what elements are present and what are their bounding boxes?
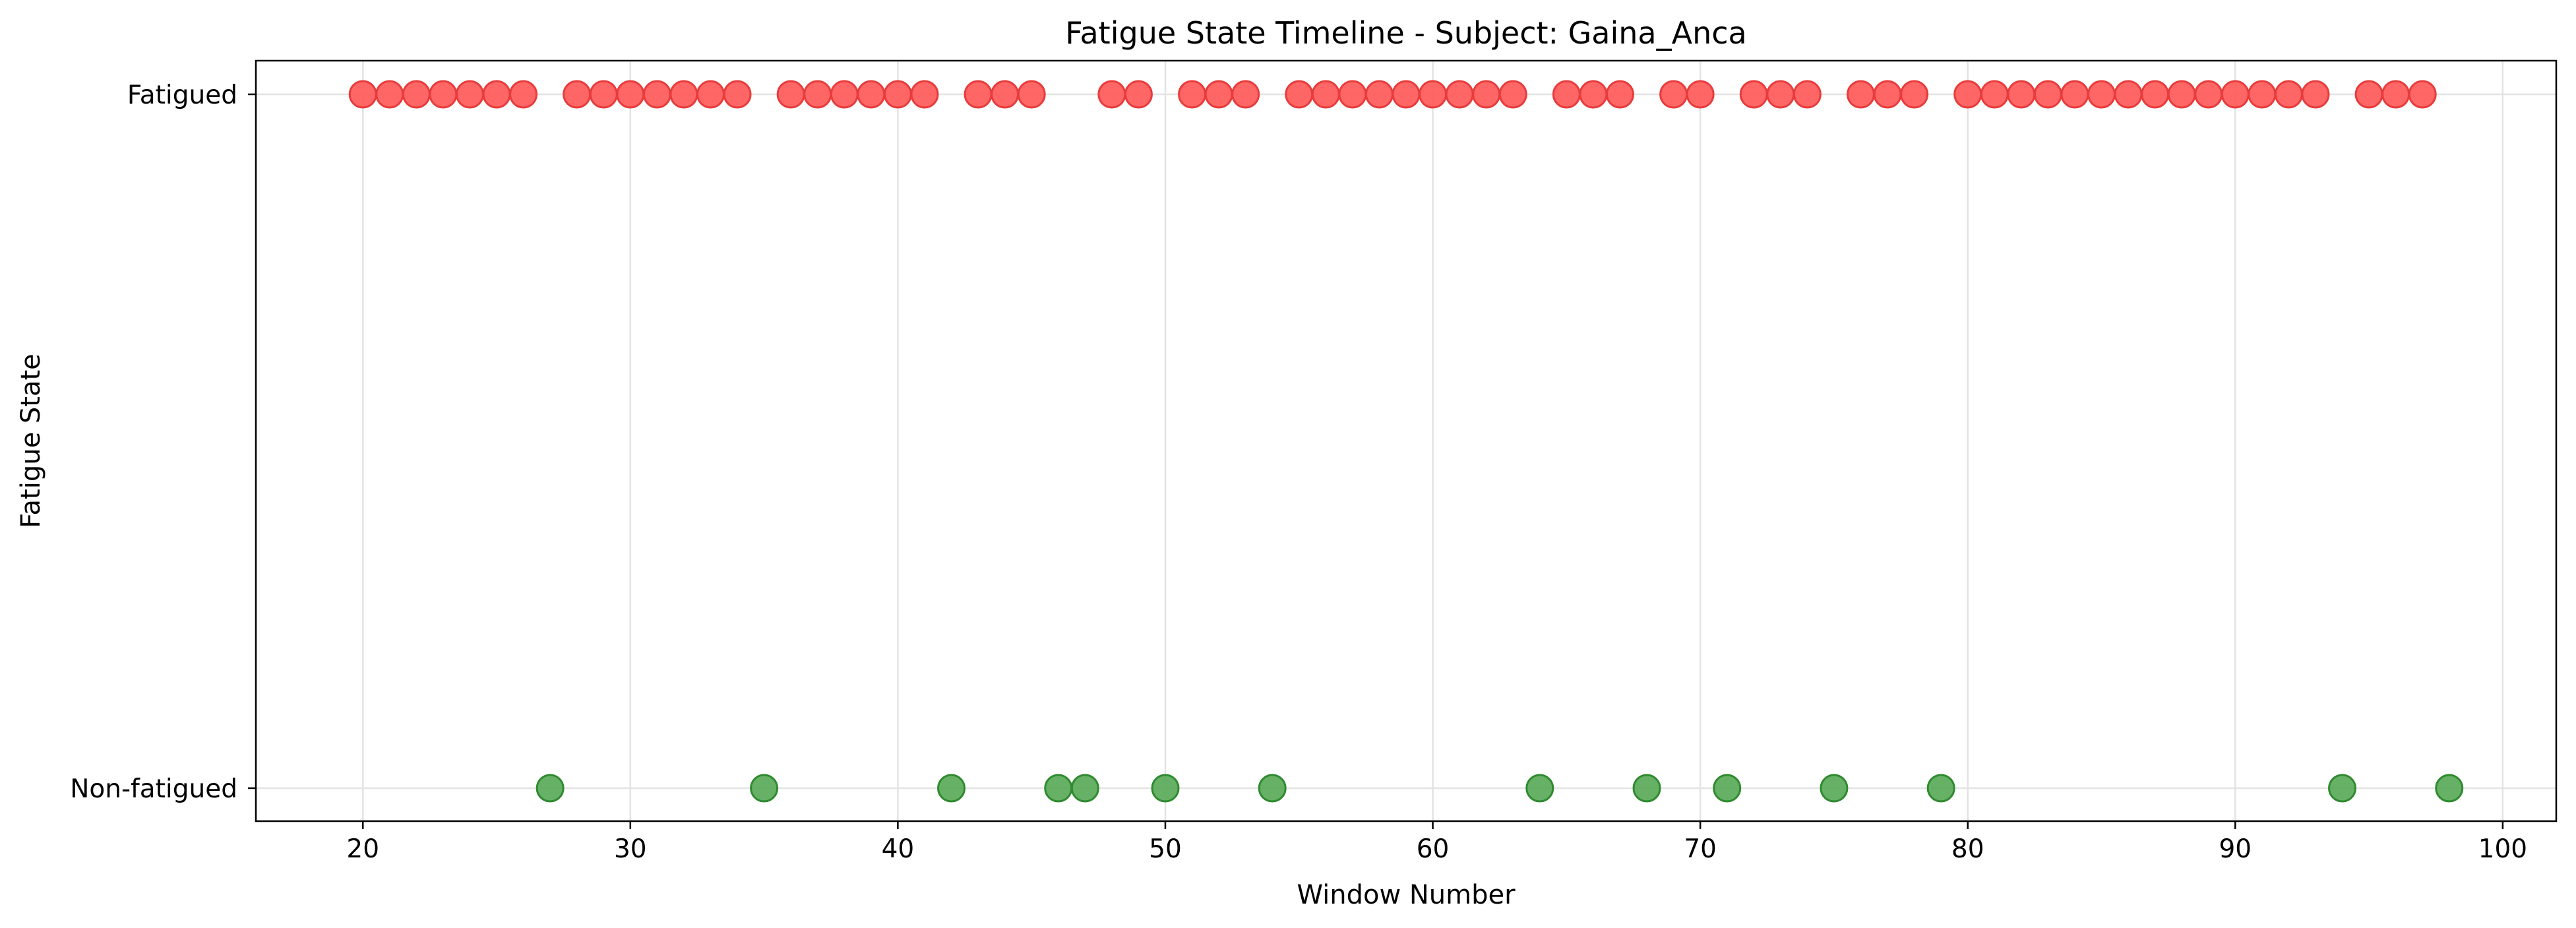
x-tick-label: 80 <box>1951 834 1984 864</box>
fatigued-point <box>1285 80 1314 109</box>
non-fatigued-point <box>1820 774 1849 803</box>
fatigued-point <box>1953 80 1982 109</box>
fatigued-point <box>2248 80 2277 109</box>
fatigued-point <box>1178 80 1207 109</box>
non-fatigued-point <box>1044 774 1073 803</box>
non-fatigued-point <box>536 774 565 803</box>
fatigued-point <box>1980 80 2009 109</box>
fatigued-point <box>509 80 538 109</box>
non-fatigued-point <box>1713 774 1742 803</box>
fatigued-point <box>2301 80 2330 109</box>
fatigued-point <box>1097 80 1126 109</box>
fatigued-point <box>2114 80 2143 109</box>
x-axis-label: Window Number <box>1297 880 1516 910</box>
fatigued-point <box>1392 80 1421 109</box>
fatigued-point <box>2141 80 2170 109</box>
fatigued-point <box>1311 80 1340 109</box>
x-axis-ticks: 20 30 40 50 60 70 80 90 100 <box>346 821 2527 864</box>
y-tick-label: Fatigued <box>127 80 237 110</box>
fatigued-point <box>642 80 671 109</box>
data-points <box>348 80 2464 803</box>
fatigued-point <box>2408 80 2437 109</box>
fatigued-point <box>563 80 592 109</box>
x-tick-label: 70 <box>1684 834 1717 864</box>
fatigued-point <box>1605 80 1634 109</box>
non-fatigued-point <box>1632 774 1661 803</box>
fatigued-point <box>1900 80 1929 109</box>
fatigued-point <box>803 80 832 109</box>
y-axis-ticks: Non-fatigued Fatigued <box>70 80 256 804</box>
fatigued-point <box>2354 80 2383 109</box>
fatigued-point <box>1365 80 1394 109</box>
fatigued-point <box>429 80 458 109</box>
fatigued-point <box>1472 80 1501 109</box>
fatigued-point <box>2167 80 2196 109</box>
non-fatigued-point <box>1926 774 1955 803</box>
fatigued-point <box>1419 80 1448 109</box>
fatigued-point <box>1498 80 1527 109</box>
fatigued-point <box>1793 80 1822 109</box>
fatigued-point <box>375 80 404 109</box>
non-fatigued-point <box>2328 774 2357 803</box>
x-tick-label: 90 <box>2219 834 2252 864</box>
fatigued-point <box>402 80 431 109</box>
fatigued-point <box>1445 80 1474 109</box>
fatigued-point <box>2060 80 2089 109</box>
fatigued-point <box>696 80 725 109</box>
fatigued-point <box>1204 80 1233 109</box>
fatigued-point <box>455 80 484 109</box>
non-fatigued-point <box>750 774 779 803</box>
fatigued-point <box>964 80 993 109</box>
fatigued-point <box>1552 80 1581 109</box>
x-tick-label: 40 <box>882 834 915 864</box>
chart-title: Fatigue State Timeline - Subject: Gaina_… <box>1065 15 1746 51</box>
fatigued-point <box>1739 80 1768 109</box>
fatigued-point <box>991 80 1020 109</box>
fatigued-point <box>1686 80 1715 109</box>
non-fatigued-point <box>2435 774 2464 803</box>
fatigued-point <box>1017 80 1046 109</box>
plot-frame <box>255 59 2558 822</box>
x-tick-label: 20 <box>346 834 379 864</box>
non-fatigued-point <box>1525 774 1554 803</box>
fatigued-point <box>910 80 939 109</box>
x-tick-label: 100 <box>2478 834 2527 864</box>
fatigued-point <box>616 80 645 109</box>
fatigued-point <box>776 80 805 109</box>
fatigued-point <box>589 80 618 109</box>
fatigued-point <box>2274 80 2303 109</box>
fatigued-point <box>2194 80 2223 109</box>
x-tick-label: 30 <box>614 834 647 864</box>
fatigued-point <box>1846 80 1875 109</box>
fatigued-point <box>1338 80 1367 109</box>
fatigued-point <box>2087 80 2116 109</box>
non-fatigued-point <box>1258 774 1287 803</box>
fatigued-point <box>2007 80 2036 109</box>
fatigued-point <box>1659 80 1688 109</box>
y-tick-label: Non-fatigued <box>70 774 237 804</box>
fatigued-point <box>830 80 859 109</box>
fatigued-point <box>1766 80 1795 109</box>
fatigued-point <box>2381 80 2410 109</box>
fatigued-point <box>1873 80 1902 109</box>
fatigued-point <box>857 80 886 109</box>
fatigued-point <box>348 80 377 109</box>
fatigued-point <box>2221 80 2250 109</box>
non-fatigued-point <box>937 774 966 803</box>
fatigued-point <box>669 80 698 109</box>
x-tick-label: 60 <box>1417 834 1450 864</box>
y-axis-label: Fatigue State <box>16 354 46 528</box>
fatigued-point <box>2033 80 2062 109</box>
fatigued-point <box>482 80 511 109</box>
non-fatigued-point <box>1070 774 1099 803</box>
fatigued-point <box>1579 80 1608 109</box>
fatigued-point <box>1231 80 1260 109</box>
fatigued-point <box>1124 80 1153 109</box>
fatigued-point <box>723 80 752 109</box>
non-fatigued-point <box>1151 774 1180 803</box>
x-tick-label: 50 <box>1149 834 1182 864</box>
fatigued-point <box>883 80 912 109</box>
